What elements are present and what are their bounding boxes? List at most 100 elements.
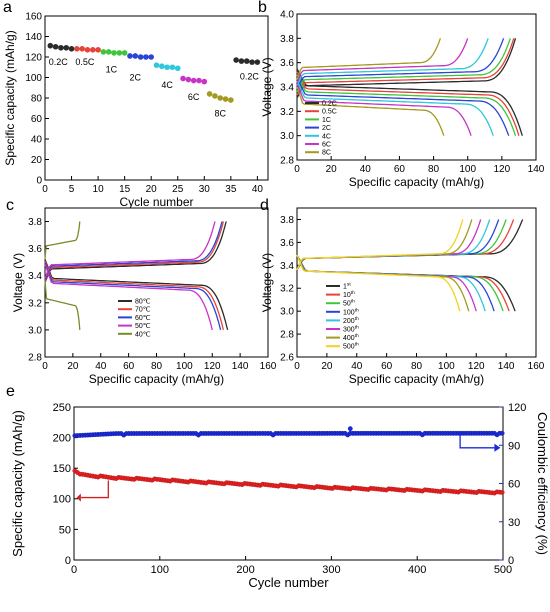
a-point <box>238 58 245 64</box>
a-x-tick-label: 20 <box>146 184 158 195</box>
e-y-tick-label: 150 <box>53 463 71 475</box>
d-discharge-line <box>296 254 470 312</box>
a-y-tick-label: 160 <box>25 12 42 23</box>
b-y-tick-label: 3.4 <box>280 83 294 94</box>
d-charge-line <box>296 219 524 271</box>
a-rate-label: 6C <box>188 92 200 102</box>
c-y-axis-label: Voltage (V) <box>11 253 25 312</box>
d-x-tick-label: 140 <box>498 361 515 372</box>
e-x-tick-label: 300 <box>322 564 340 576</box>
a-point <box>243 58 250 64</box>
a-point <box>52 43 59 50</box>
d-legend-label: 1st <box>343 281 351 290</box>
a-rate-label: 4C <box>161 80 173 90</box>
c-legend-label: 50℃ <box>135 323 151 330</box>
b-x-tick-label: 80 <box>428 164 440 175</box>
panel-e-letter: e <box>6 383 15 400</box>
e-right-tick-label: 30 <box>508 517 520 529</box>
e-capacity-point <box>499 490 505 495</box>
b-x-tick-label: 20 <box>326 164 338 175</box>
d-legend-label: 400th <box>343 333 359 342</box>
a-x-tick-label: 25 <box>172 184 184 195</box>
d-discharge-line <box>296 254 461 312</box>
b-legend-label: 1C <box>322 117 331 124</box>
b-discharge-line <box>296 74 517 136</box>
b-charge-line <box>296 38 515 96</box>
b-x-tick-label: 140 <box>528 164 545 175</box>
e-x-tick-label: 400 <box>408 564 426 576</box>
e-x-tick-label: 100 <box>151 564 169 576</box>
a-x-tick-label: 30 <box>199 184 211 195</box>
a-point <box>153 62 160 68</box>
a-x-tick-label: 15 <box>119 184 131 195</box>
e-right-tick-label: 90 <box>508 440 520 452</box>
panel-b-letter: b <box>258 0 267 16</box>
e-efficiency-arrowhead <box>494 443 501 452</box>
b-x-tick-label: 120 <box>494 164 511 175</box>
e-right-tick-label: 60 <box>508 479 520 491</box>
b-charge-line <box>296 38 442 80</box>
b-discharge-line <box>296 68 523 136</box>
b-legend-label: 0.5C <box>322 109 337 116</box>
d-legend-label: 500th <box>343 342 359 351</box>
e-y-tick-label: 250 <box>53 402 71 414</box>
b-y-tick-label: 3.2 <box>280 107 294 118</box>
a-rate-label: 2C <box>130 73 142 83</box>
a-point <box>159 63 165 70</box>
b-y-tick-label: 4.0 <box>280 10 294 21</box>
c-y-tick-label: 3.8 <box>28 217 42 228</box>
a-rate-label: 0.2C <box>240 72 260 82</box>
c-legend-label: 40℃ <box>135 331 151 338</box>
b-y-tick-label: 3.6 <box>280 58 294 69</box>
panel-a-letter: a <box>3 0 12 16</box>
a-point <box>74 46 80 52</box>
panel-d: d0 20 40 60 80 100 120 140 1602.62.83.03.23.43.6… <box>260 197 545 386</box>
b-legend-label: 2C <box>322 125 331 132</box>
panel-c: c 0 20 40 60 80 100 120 140 160 2.8 3.0 3.2 3.4 3.6 3.8… <box>6 197 277 386</box>
a-point <box>185 76 192 83</box>
e-capacity-axis-arrow <box>80 480 109 499</box>
e-right-tick-label: 120 <box>508 402 526 414</box>
a-point <box>127 53 133 59</box>
d-legend-sup: th <box>355 316 359 322</box>
a-point <box>169 64 176 71</box>
d-charge-line <box>296 219 515 271</box>
a-x-tick-label: 10 <box>93 184 105 195</box>
a-y-tick-label: 20 <box>31 155 43 166</box>
d-legend-label: 100th <box>343 307 359 316</box>
a-point <box>105 49 112 55</box>
a-y-tick-label: 140 <box>25 32 42 43</box>
d-y-tick-label: 3.6 <box>280 238 294 249</box>
panel-a: a 0 5 10 15 20 25 30 35 40 0 20 40 60 80 100 120 140 160 Cy… <box>3 0 269 209</box>
a-x-axis-label: Cycle number <box>119 195 193 209</box>
a-point <box>121 50 128 56</box>
c-charge-line <box>44 221 216 279</box>
c-x-tick-label: 40 <box>95 361 107 372</box>
c-x-tick-label: 120 <box>204 361 221 372</box>
b-legend-label: 6C <box>322 141 331 148</box>
a-x-tick-label: 40 <box>252 184 264 195</box>
a-point <box>58 44 64 51</box>
d-legend-label: 10th <box>343 290 355 299</box>
d-y-tick-label: 3.8 <box>280 215 294 226</box>
a-rate-label: 8C <box>214 108 226 118</box>
a-y-tick-label: 0 <box>36 176 42 187</box>
d-charge-line <box>296 219 507 271</box>
a-point <box>79 46 85 52</box>
a-y-tick-label: 40 <box>31 135 43 146</box>
a-point <box>95 47 101 53</box>
b-x-tick-label: 40 <box>360 164 372 175</box>
a-point <box>196 77 202 84</box>
d-x-tick-label: 80 <box>411 361 423 372</box>
d-legend-sup: st <box>347 281 351 287</box>
d-legend-label: 50th <box>343 299 355 308</box>
a-rate-label: 1C <box>106 64 118 74</box>
d-charge-line <box>296 219 464 271</box>
e-y-tick-label: 50 <box>59 524 71 536</box>
e-y-axis-label: Specific capacity (mAh/g) <box>10 410 25 557</box>
d-x-tick-label: 40 <box>351 361 363 372</box>
a-y-axis-label: Specific capacity (mAh/g) <box>3 30 17 165</box>
e-plot-frame <box>73 406 504 561</box>
e-right-tick-label: 0 <box>508 555 514 567</box>
b-x-tick-label: 60 <box>394 164 406 175</box>
